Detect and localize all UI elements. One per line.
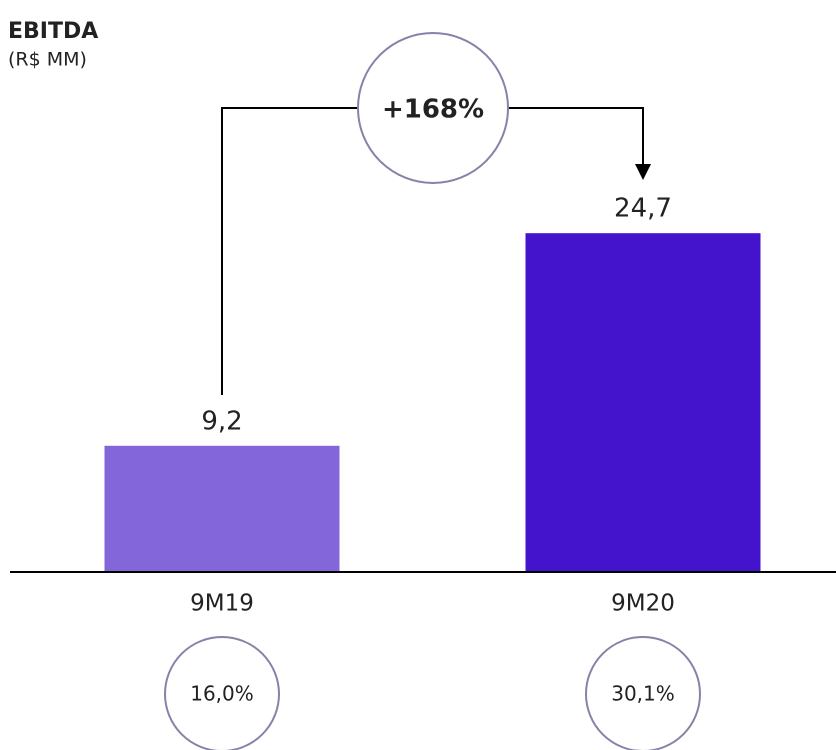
bar: [104, 445, 340, 572]
margin-circle: [585, 636, 701, 750]
annotation: +168%: [382, 95, 484, 125]
annotation-circle: [357, 32, 509, 184]
chart-title: EBITDA: [8, 19, 98, 44]
x-tick-label: 9M20: [611, 591, 675, 617]
bar: [525, 233, 761, 572]
arrow-head: [635, 164, 651, 180]
x-tick-label: 9M19: [190, 591, 254, 617]
value-label: 24,7: [614, 194, 672, 224]
connector: [221, 107, 358, 395]
margin-label: 30,1%: [611, 682, 675, 706]
margin-label: 16,0%: [190, 682, 254, 706]
connector: [508, 107, 644, 168]
value-label: 9,2: [201, 406, 242, 436]
margin-circle: [164, 636, 280, 750]
chart-subtitle: (R$ MM): [8, 49, 87, 71]
